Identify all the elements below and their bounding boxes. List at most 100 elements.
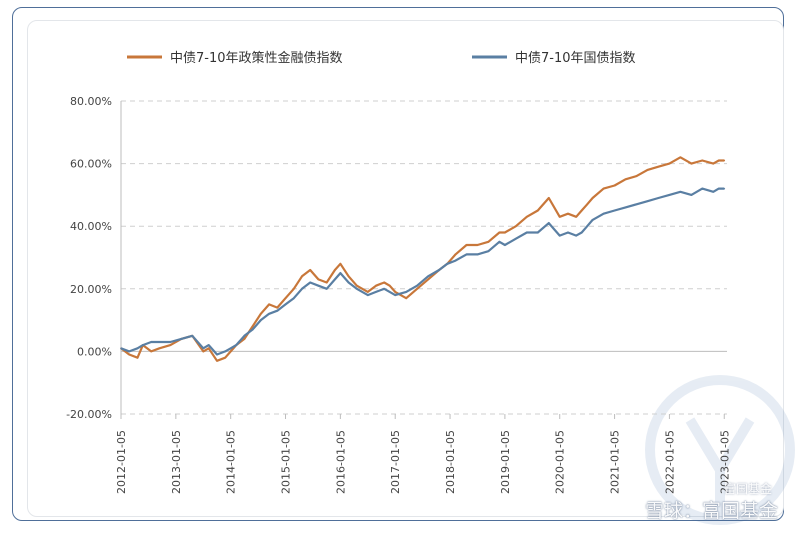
- data-point-policy-bond: [575, 216, 577, 218]
- data-point-policy-bond: [347, 275, 350, 278]
- data-point-treasury: [169, 341, 172, 343]
- series-lines: [120, 156, 726, 362]
- y-tick-label: -20.00%: [66, 408, 112, 421]
- x-tick-label: 2017-01-05: [389, 430, 402, 494]
- data-point-policy-bond: [339, 262, 342, 265]
- data-point-treasury: [325, 288, 328, 290]
- data-point-policy-bond: [388, 284, 391, 287]
- data-point-treasury: [339, 272, 342, 274]
- data-point-treasury: [180, 338, 183, 340]
- data-point-policy-bond: [317, 278, 320, 281]
- data-point-policy-bond: [394, 291, 397, 293]
- data-point-treasury: [229, 347, 232, 350]
- y-tick-label: 40.00%: [70, 220, 112, 233]
- data-point-treasury: [251, 328, 254, 331]
- data-point-policy-bond: [260, 313, 262, 315]
- data-point-treasury: [427, 275, 429, 278]
- data-point-policy-bond: [375, 284, 377, 287]
- x-tick-label: 2018-01-05: [444, 430, 457, 494]
- data-point-policy-bond: [128, 353, 131, 356]
- x-tick-label: 2020-01-05: [554, 430, 567, 494]
- data-point-treasury: [235, 344, 237, 346]
- data-point-treasury: [613, 209, 616, 212]
- axes: [120, 101, 727, 419]
- data-point-policy-bond: [224, 356, 226, 359]
- data-point-treasury: [701, 187, 704, 190]
- data-point-treasury: [260, 319, 262, 321]
- data-point-treasury: [446, 262, 449, 265]
- data-point-treasury: [150, 341, 152, 343]
- data-point-policy-bond: [268, 303, 270, 306]
- data-point-treasury: [405, 291, 407, 293]
- data-point-treasury: [120, 347, 122, 350]
- data-point-policy-bond: [276, 306, 279, 309]
- data-point-treasury: [276, 309, 279, 312]
- watermark-brand: 雪球：富国基金: [644, 500, 778, 522]
- y-tick-label: 60.00%: [70, 158, 112, 171]
- data-point-policy-bond: [690, 162, 693, 165]
- data-point-treasury: [624, 206, 627, 209]
- data-point-policy-bond: [301, 275, 303, 278]
- data-point-treasury: [567, 231, 569, 234]
- data-point-treasury: [536, 231, 539, 234]
- data-point-policy-bond: [635, 175, 638, 177]
- data-point-treasury: [717, 187, 720, 190]
- x-tick-label: 2014-01-05: [225, 430, 238, 494]
- chart-frame: [12, 7, 784, 521]
- data-point-policy-bond: [383, 281, 386, 284]
- data-point-treasury: [292, 297, 295, 299]
- data-point-policy-bond: [229, 350, 232, 353]
- data-point-treasury: [309, 281, 312, 284]
- data-point-treasury: [558, 234, 561, 237]
- data-point-policy-bond: [723, 159, 726, 162]
- data-point-policy-bond: [591, 197, 594, 199]
- data-point-policy-bond: [712, 162, 715, 165]
- data-point-policy-bond: [580, 209, 583, 212]
- data-point-policy-bond: [202, 350, 205, 353]
- data-point-policy-bond: [602, 187, 605, 190]
- data-point-treasury: [347, 281, 350, 284]
- data-point-policy-bond: [150, 350, 152, 353]
- data-point-policy-bond: [668, 162, 671, 165]
- data-point-policy-bond: [334, 269, 336, 271]
- data-point-policy-bond: [158, 347, 161, 350]
- data-point-policy-bond: [504, 231, 506, 234]
- data-point-policy-bond: [536, 209, 539, 212]
- data-point-treasury: [602, 212, 605, 215]
- y-tick-label: 80.00%: [70, 95, 112, 108]
- data-point-treasury: [334, 278, 336, 281]
- data-point-treasury: [438, 269, 440, 271]
- data-point-policy-bond: [624, 178, 627, 181]
- data-point-policy-bond: [284, 297, 287, 299]
- data-point-policy-bond: [646, 169, 649, 171]
- data-point-treasury: [202, 347, 205, 350]
- data-point-policy-bond: [325, 281, 328, 284]
- grid-lines: [121, 100, 727, 415]
- data-point-treasury: [690, 194, 693, 196]
- data-point-policy-bond: [526, 216, 528, 218]
- data-point-treasury: [635, 203, 638, 206]
- data-point-treasury: [657, 197, 660, 199]
- data-point-treasury: [515, 237, 517, 240]
- x-tick-label: 2021-01-05: [609, 430, 622, 494]
- data-point-policy-bond: [613, 184, 616, 187]
- data-point-policy-bond: [366, 291, 369, 293]
- data-point-treasury: [712, 190, 715, 193]
- data-point-treasury: [591, 219, 594, 221]
- data-point-treasury: [416, 284, 418, 287]
- y-tick-label: 0.00%: [77, 345, 112, 358]
- x-tick-labels: 2012-01-05 2013-01-05 2014-01-05 2015-01-05…: [115, 430, 731, 494]
- legend: 中债7-10年政策性金融债指数 中债7-10年国债指数: [127, 50, 636, 66]
- watermark-sub: 富国基金: [723, 482, 772, 496]
- data-point-treasury: [142, 344, 144, 346]
- data-point-policy-bond: [701, 159, 704, 162]
- data-point-treasury: [128, 350, 131, 353]
- data-point-policy-bond: [136, 356, 139, 359]
- x-tick-label: 2012-01-05: [115, 430, 128, 494]
- data-point-policy-bond: [243, 338, 246, 340]
- data-point-treasury: [487, 250, 490, 253]
- data-point-treasury: [504, 244, 506, 246]
- data-point-policy-bond: [356, 284, 358, 287]
- data-point-treasury: [207, 344, 210, 346]
